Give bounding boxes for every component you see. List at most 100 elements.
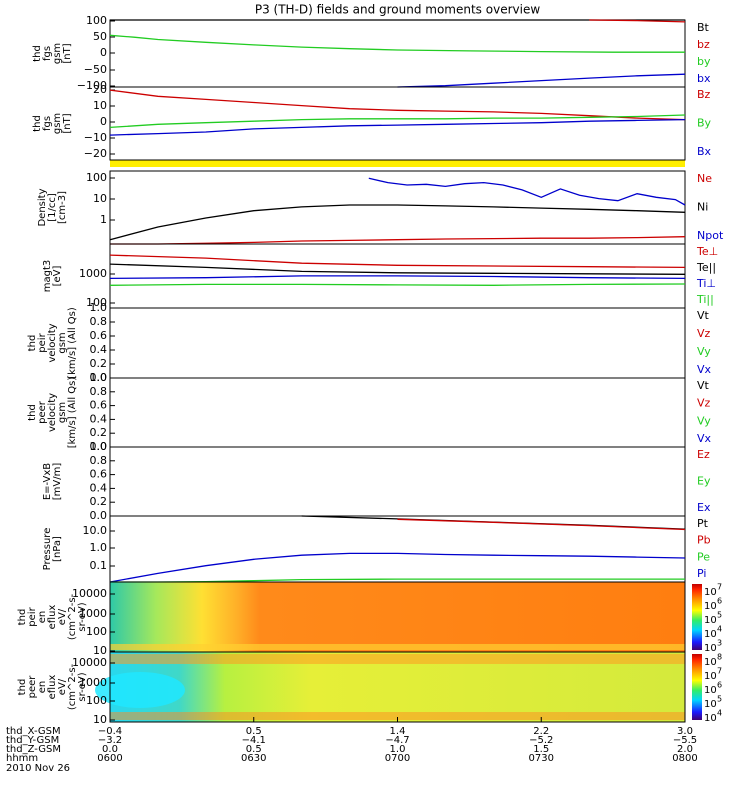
ytick-label: 0.8 [90, 454, 108, 467]
legend-label: bz [697, 38, 710, 51]
ylabel-line: eflux [47, 675, 58, 700]
ylabel-line: [eV] [52, 266, 63, 287]
ylabel-line: en [37, 681, 48, 694]
legend-label: Npot [697, 229, 724, 242]
panel-fgs-gsm-high: 100 50 0 −50 −100 thd fgs gsm [nT] Bt bz by bx [32, 14, 711, 92]
series-Pi [109, 552, 686, 583]
ylabel-line: [km/s] (All Qs) [67, 307, 78, 379]
series-bz [589, 19, 686, 23]
xaxis-row-label: thd_Y-GSM [6, 735, 59, 746]
colorbar-tick-exponent: 8 [717, 653, 722, 662]
ytick-label: 0.0 [90, 371, 108, 384]
ytick-label: 0.6 [90, 329, 108, 342]
ytick-label: 0.0 [90, 440, 108, 453]
legend-label: By [697, 117, 712, 130]
ylabel-line: [km/s] (All Qs) [67, 377, 78, 449]
ytick-label: 1.0 [90, 440, 108, 453]
ylabel-line: [nT] [62, 43, 73, 63]
colorbar-tick-exponent: 4 [717, 625, 722, 634]
ylabel-line: thd [17, 679, 28, 696]
ytick-label: 100 [86, 171, 107, 184]
ylabel-line: Density [37, 188, 48, 226]
date-label: 2010 Nov 26 [6, 763, 70, 774]
xaxis-row-value: −4.7 [385, 735, 409, 746]
colorbar-tick-exponent: 6 [717, 597, 722, 606]
xaxis-row-value: 0.5 [246, 744, 262, 755]
xaxis-row-value: 0630 [241, 753, 266, 764]
legend-label: Bt [697, 21, 710, 34]
ylabel-line: velocity [47, 393, 58, 432]
legend-label: Vz [697, 397, 711, 410]
legend-label: Vy [697, 345, 711, 358]
ytick-label: −10 [84, 131, 107, 144]
series-by [109, 34, 685, 53]
ytick-label: −50 [84, 63, 107, 76]
legend-label: Ey [697, 475, 711, 488]
legend-label: Vt [697, 379, 710, 392]
ytick-label: 10.0 [83, 524, 108, 537]
xaxis-row-value: −5.2 [529, 735, 553, 746]
colorbar-tick-exponent: 5 [717, 611, 722, 620]
ylabel-line: (cm^2-s- [67, 663, 78, 710]
series-Pb [397, 518, 686, 531]
colorbar-tick-base: 10 [704, 713, 717, 724]
xaxis-row-value: 1.0 [390, 744, 406, 755]
xaxis-row-value: 0730 [529, 753, 554, 764]
ylabel-line: peir [27, 606, 38, 626]
ytick-label: −100 [77, 79, 107, 92]
ylabel-line: Pressure [42, 528, 53, 571]
ylabel-line: peer [27, 675, 38, 699]
ytick-label: 1000 [79, 676, 107, 689]
legend-label: Te|| [696, 261, 716, 274]
spectrogram-lowenergy-band [110, 644, 685, 650]
spectrogram-lowenergy-band [110, 712, 685, 720]
xaxis-row-label: hhmm [6, 753, 38, 764]
panel-frame [109, 170, 686, 245]
ylabel-line: eflux [47, 605, 58, 630]
ytick-label: 0.8 [90, 385, 108, 398]
colorbar-tick-base: 10 [704, 615, 717, 626]
ytick-label: 0.4 [90, 343, 108, 356]
legend-label: Ni [697, 201, 708, 214]
legend-label: Te⊥ [696, 245, 718, 258]
xaxis-row-value: 1.4 [390, 726, 406, 737]
ylabel-line: thd [32, 115, 43, 132]
ytick-label: 10000 [72, 656, 107, 669]
colorbar-tick-label: 10 6 [704, 597, 722, 613]
legend-label: Vx [697, 432, 712, 445]
ytick-label: 0.6 [90, 468, 108, 481]
ylabel-line: thd [27, 335, 38, 352]
panel-frame [109, 86, 686, 161]
xaxis-row-value: 0600 [97, 753, 122, 764]
xaxis-row-value: −5.5 [673, 735, 697, 746]
xaxis-row-value: −0.4 [98, 726, 122, 737]
series-Te⊥ [109, 254, 686, 269]
ytick-label: 100 [86, 625, 107, 638]
ytick-label: 0.0 [90, 509, 108, 522]
colorbar-tick-exponent: 5 [717, 695, 722, 704]
colorbar-tick-exponent: 7 [717, 583, 722, 592]
panel-frame [109, 377, 686, 448]
ytick-label: 1000 [79, 607, 107, 620]
ytick-label: 0.4 [90, 412, 108, 425]
ylabel-line: gsm [57, 402, 68, 423]
spectrogram-highflux-band [110, 654, 685, 664]
colorbar-tick-label: 10 7 [704, 667, 722, 683]
ytick-label: 10000 [72, 587, 107, 600]
xaxis-row-value: −4.1 [242, 735, 266, 746]
ytick-label: 0.1 [90, 559, 108, 572]
figure-title: P3 (TH-D) fields and ground moments over… [255, 3, 540, 17]
ylabel-line: (cm^2-s- [67, 593, 78, 640]
ytick-label: 0.8 [90, 315, 108, 328]
colorbar-tick-exponent: 6 [717, 681, 722, 690]
legend-label: Pt [697, 517, 709, 530]
ytick-label: 1.0 [90, 371, 108, 384]
colorbar-tick-label: 10 8 [704, 653, 722, 669]
colorbar-tick-exponent: 3 [717, 639, 722, 648]
ylabel-line: fgs [42, 46, 53, 61]
ylabel-line: en [37, 611, 48, 624]
ytick-label: 0 [100, 46, 107, 59]
ylabel-line: sr-eV) [77, 672, 88, 701]
